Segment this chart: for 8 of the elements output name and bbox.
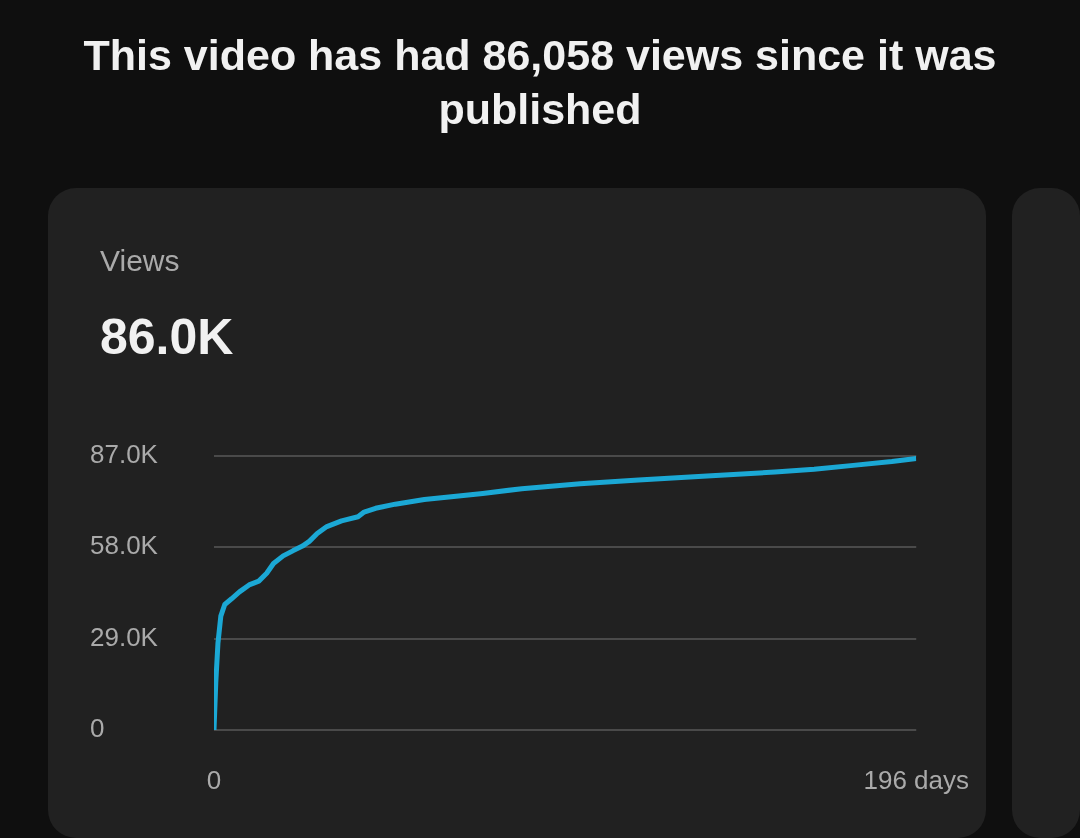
chart-subtitle: Views: [100, 244, 180, 278]
x-tick-label: 196 days: [863, 764, 969, 795]
chart-title: This video has had 86,058 views since it was published: [82, 30, 998, 135]
y-tick-label: 87.0K: [90, 438, 159, 469]
y-tick-label: 0: [90, 713, 105, 744]
y-tick-label: 29.0K: [90, 621, 159, 652]
text: 86.0K: [100, 308, 234, 366]
y-tick-label: 58.0K: [90, 530, 159, 561]
